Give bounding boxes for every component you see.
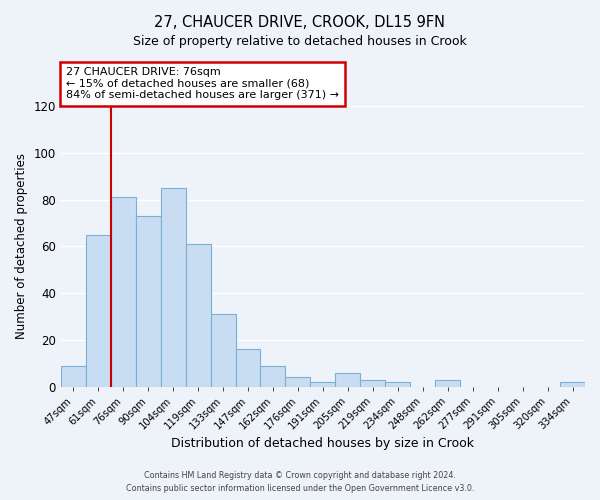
Y-axis label: Number of detached properties: Number of detached properties xyxy=(15,154,28,340)
Bar xyxy=(560,382,585,387)
Bar xyxy=(435,380,460,387)
Bar xyxy=(286,378,310,387)
Bar xyxy=(111,197,136,387)
Bar xyxy=(211,314,236,387)
X-axis label: Distribution of detached houses by size in Crook: Distribution of detached houses by size … xyxy=(172,437,475,450)
Bar xyxy=(361,380,385,387)
Bar xyxy=(310,382,335,387)
Bar xyxy=(161,188,185,387)
Bar xyxy=(385,382,410,387)
Bar xyxy=(136,216,161,387)
Text: 27, CHAUCER DRIVE, CROOK, DL15 9FN: 27, CHAUCER DRIVE, CROOK, DL15 9FN xyxy=(155,15,445,30)
Bar xyxy=(61,366,86,387)
Bar xyxy=(185,244,211,387)
Bar xyxy=(260,366,286,387)
Text: Contains HM Land Registry data © Crown copyright and database right 2024.
Contai: Contains HM Land Registry data © Crown c… xyxy=(126,472,474,493)
Bar xyxy=(86,234,111,387)
Text: Size of property relative to detached houses in Crook: Size of property relative to detached ho… xyxy=(133,35,467,48)
Bar xyxy=(335,373,361,387)
Text: 27 CHAUCER DRIVE: 76sqm
← 15% of detached houses are smaller (68)
84% of semi-de: 27 CHAUCER DRIVE: 76sqm ← 15% of detache… xyxy=(66,67,339,100)
Bar xyxy=(236,350,260,387)
